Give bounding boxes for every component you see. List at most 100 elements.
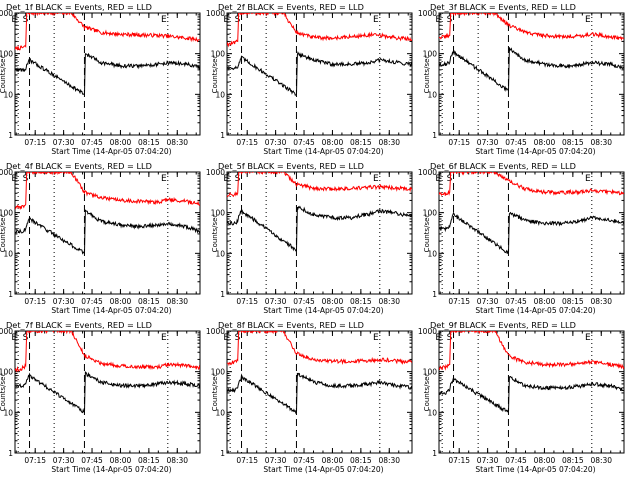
x-tick-label: 07:30 [265, 456, 287, 465]
x-tick-label: 08:15 [350, 138, 372, 147]
event-marker-label: E [223, 333, 229, 343]
x-tick-label: 07:15 [236, 297, 258, 306]
y-tick-label: 100 [0, 50, 13, 59]
events-series-line [15, 209, 200, 255]
event-marker-label: S [235, 174, 241, 184]
event-marker-label: E [585, 174, 591, 184]
chart-title: Det_3f BLACK = Events, RED = LLD [430, 2, 576, 12]
event-marker-label: E [435, 174, 441, 184]
x-tick-label: 08:15 [138, 138, 160, 147]
x-tick-label: 07:15 [448, 138, 470, 147]
plot-frame [14, 330, 201, 454]
x-tick-label: 07:45 [505, 456, 527, 465]
events-series-line [439, 375, 624, 413]
x-tick-label: 07:30 [53, 138, 75, 147]
x-tick-label: 08:00 [110, 138, 132, 147]
chart-panel: Det_4f BLACK = Events, RED = LLD Counts/s… [0, 161, 201, 315]
y-tick-label: 100 [423, 209, 438, 218]
x-tick-label: 07:45 [81, 138, 103, 147]
y-axis-label: Counts/sec [0, 214, 7, 253]
event-marker-label: S [447, 15, 453, 25]
y-axis-label: Counts/sec [211, 55, 219, 94]
y-tick-label: 10 [3, 90, 13, 99]
chart-title: Det_9f BLACK = Events, RED = LLD [430, 320, 576, 330]
lld-series-line [15, 331, 200, 373]
chart-panel: Det_8f BLACK = Events, RED = LLD Counts/s… [206, 320, 413, 474]
event-marker-label: E [435, 15, 441, 25]
x-axis-label: Start Time (14-Apr-05 07:04:20) [51, 465, 171, 474]
plot-frame [438, 171, 625, 295]
events-series-line [439, 47, 624, 92]
chart-panel: Det_5f BLACK = Events, RED = LLD Counts/s… [206, 161, 413, 315]
chart-panel: Det_7f BLACK = Events, RED = LLD Counts/s… [0, 320, 201, 474]
x-tick-label: 08:00 [534, 456, 556, 465]
x-tick-label: 07:45 [293, 138, 315, 147]
x-tick-label: 08:00 [110, 297, 132, 306]
y-tick-label: 10 [3, 408, 13, 417]
y-tick-label: 100 [211, 50, 226, 59]
y-tick-label: 10 [427, 90, 437, 99]
chart-title: Det_5f BLACK = Events, RED = LLD [218, 161, 364, 171]
plot-frame [438, 12, 625, 136]
chart-title: Det_7f BLACK = Events, RED = LLD [6, 320, 152, 330]
lld-series-line [15, 13, 200, 51]
x-tick-label: 08:00 [322, 297, 344, 306]
y-tick-label: 1000 [418, 327, 437, 336]
x-tick-label: 07:45 [505, 138, 527, 147]
event-marker-label: S [447, 333, 453, 343]
y-tick-label: 10 [215, 408, 225, 417]
chart-panel: Det_1f BLACK = Events, RED = LLD Counts/s… [0, 2, 201, 156]
x-axis-label: Start Time (14-Apr-05 07:04:20) [263, 465, 383, 474]
lld-series-line [227, 13, 412, 48]
y-axis-label: Counts/sec [0, 373, 7, 412]
x-tick-label: 07:45 [293, 456, 315, 465]
x-axis-label: Start Time (14-Apr-05 07:04:20) [51, 147, 171, 156]
x-tick-label: 08:15 [350, 297, 372, 306]
chart-title: Det_8f BLACK = Events, RED = LLD [218, 320, 364, 330]
x-tick-label: 07:30 [265, 138, 287, 147]
y-tick-label: 100 [211, 368, 226, 377]
x-tick-label: 08:15 [138, 456, 160, 465]
event-marker-label: E [11, 174, 17, 184]
y-tick-label: 1000 [206, 168, 225, 177]
plot-frame [14, 12, 201, 136]
event-marker-label: S [447, 174, 453, 184]
chart-panel: Det_9f BLACK = Events, RED = LLD Counts/s… [418, 320, 625, 474]
y-tick-label: 1 [8, 131, 13, 140]
event-marker-label: S [23, 333, 29, 343]
chart-panel: Det_6f BLACK = Events, RED = LLD Counts/s… [418, 161, 625, 315]
y-tick-label: 1 [432, 449, 437, 458]
y-tick-label: 1 [220, 449, 225, 458]
event-marker-label: E [585, 333, 591, 343]
y-axis-label: Counts/sec [423, 55, 431, 94]
y-tick-label: 10 [215, 90, 225, 99]
y-axis-label: Counts/sec [423, 373, 431, 412]
x-tick-label: 08:30 [166, 138, 188, 147]
x-tick-label: 08:15 [562, 297, 584, 306]
y-tick-label: 1000 [0, 168, 13, 177]
x-tick-label: 08:30 [590, 297, 612, 306]
event-marker-label: E [11, 15, 17, 25]
event-marker-label: E [585, 15, 591, 25]
y-tick-label: 1000 [0, 327, 13, 336]
y-tick-label: 1 [432, 131, 437, 140]
y-tick-label: 100 [0, 209, 13, 218]
x-tick-label: 07:15 [24, 297, 46, 306]
x-tick-label: 07:45 [81, 297, 103, 306]
x-tick-label: 08:15 [562, 138, 584, 147]
x-tick-label: 08:30 [378, 456, 400, 465]
x-tick-label: 07:15 [236, 138, 258, 147]
y-tick-label: 1000 [206, 9, 225, 18]
x-tick-label: 07:30 [477, 138, 499, 147]
x-tick-label: 07:30 [53, 456, 75, 465]
x-tick-label: 08:30 [166, 456, 188, 465]
x-tick-label: 08:30 [166, 297, 188, 306]
y-tick-label: 100 [423, 50, 438, 59]
y-tick-label: 1 [432, 290, 437, 299]
y-tick-label: 1 [8, 449, 13, 458]
y-tick-label: 1000 [206, 327, 225, 336]
y-tick-label: 1000 [418, 168, 437, 177]
events-series-line [227, 372, 412, 414]
event-marker-label: E [161, 333, 167, 343]
x-axis-label: Start Time (14-Apr-05 07:04:20) [51, 306, 171, 315]
